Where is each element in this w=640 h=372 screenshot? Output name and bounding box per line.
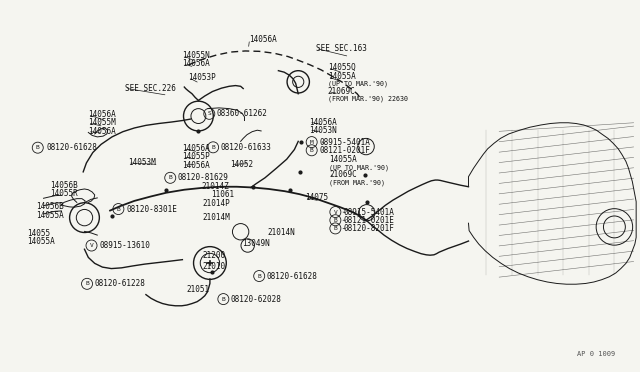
Text: 14055P: 14055P [182, 153, 210, 161]
Text: 14056B: 14056B [36, 202, 63, 211]
Text: 14055A: 14055A [329, 155, 356, 164]
Text: S: S [207, 111, 211, 116]
Text: 08120-61228: 08120-61228 [95, 279, 145, 288]
Text: 21014P: 21014P [202, 199, 230, 208]
Text: 21051: 21051 [187, 285, 210, 294]
Text: (UP TO MAR.'90): (UP TO MAR.'90) [328, 81, 388, 87]
Text: 21069C: 21069C [329, 170, 356, 179]
Text: (FROM MAR.'90) 22630: (FROM MAR.'90) 22630 [328, 96, 408, 102]
Text: 14056A: 14056A [182, 144, 210, 153]
Text: 14055A: 14055A [328, 72, 355, 81]
Text: 21069C: 21069C [328, 87, 355, 96]
Text: 08121-0201E: 08121-0201E [343, 216, 394, 225]
Text: 14056A: 14056A [88, 110, 115, 119]
Text: B: B [85, 281, 89, 286]
Text: 08360-61262: 08360-61262 [217, 109, 268, 118]
Text: 08120-61628: 08120-61628 [47, 143, 97, 152]
Text: 14052: 14052 [230, 160, 253, 169]
Text: V: V [90, 243, 93, 248]
Text: B: B [310, 148, 314, 153]
Text: 14075: 14075 [305, 193, 328, 202]
Text: 14055A: 14055A [36, 211, 63, 219]
Text: B: B [36, 145, 40, 150]
Text: 21014M: 21014M [202, 214, 230, 222]
Text: SEE SEC.226: SEE SEC.226 [125, 84, 175, 93]
Text: AP 0 1009: AP 0 1009 [577, 351, 616, 357]
Text: 14056A: 14056A [182, 60, 210, 68]
Text: 21200: 21200 [202, 251, 225, 260]
Text: 08120-81629: 08120-81629 [178, 173, 228, 182]
Text: 21010: 21010 [202, 262, 225, 271]
Text: 13049N: 13049N [242, 239, 269, 248]
Text: 14056A: 14056A [250, 35, 277, 44]
Text: 14055M: 14055M [88, 118, 115, 127]
Text: 14056A: 14056A [88, 127, 115, 136]
Text: 14055: 14055 [27, 229, 50, 238]
Text: 08120-61628: 08120-61628 [267, 272, 317, 280]
Text: B: B [116, 206, 120, 212]
Text: 08120-8301E: 08120-8301E [126, 205, 177, 214]
Text: 14056B: 14056B [51, 181, 78, 190]
Text: 14055R: 14055R [51, 189, 78, 198]
Text: B: B [333, 218, 337, 223]
Text: 14056A: 14056A [309, 118, 337, 126]
Text: 14056A: 14056A [182, 161, 210, 170]
Text: 08120-61633: 08120-61633 [221, 143, 271, 152]
Text: M: M [310, 140, 314, 145]
Text: B: B [211, 145, 215, 150]
Text: 14055Q: 14055Q [328, 63, 355, 72]
Text: V: V [333, 209, 337, 215]
Text: 08915-5401A: 08915-5401A [343, 208, 394, 217]
Text: 21014Z: 21014Z [201, 182, 228, 191]
Text: 08915-13610: 08915-13610 [99, 241, 150, 250]
Text: SEE SEC.163: SEE SEC.163 [316, 44, 366, 53]
Text: 14055N: 14055N [182, 51, 210, 60]
Text: 08121-0201F: 08121-0201F [319, 146, 370, 155]
Text: 08120-8201F: 08120-8201F [343, 224, 394, 233]
Text: 14053M: 14053M [128, 158, 156, 167]
Text: (UP TO MAR.'90): (UP TO MAR.'90) [329, 164, 389, 171]
Text: 14053N: 14053N [309, 126, 337, 135]
Text: (FROM MAR.'90): (FROM MAR.'90) [329, 179, 385, 186]
Text: 11061: 11061 [211, 190, 234, 199]
Text: B: B [221, 296, 225, 302]
Text: 08915-5401A: 08915-5401A [319, 138, 370, 147]
Text: 14053P: 14053P [188, 73, 216, 82]
Text: B: B [257, 273, 261, 279]
Text: 21014N: 21014N [268, 228, 295, 237]
Text: 14055A: 14055A [27, 237, 54, 246]
Text: B: B [168, 175, 172, 180]
Text: 08120-62028: 08120-62028 [230, 295, 281, 304]
Text: B: B [333, 226, 337, 231]
